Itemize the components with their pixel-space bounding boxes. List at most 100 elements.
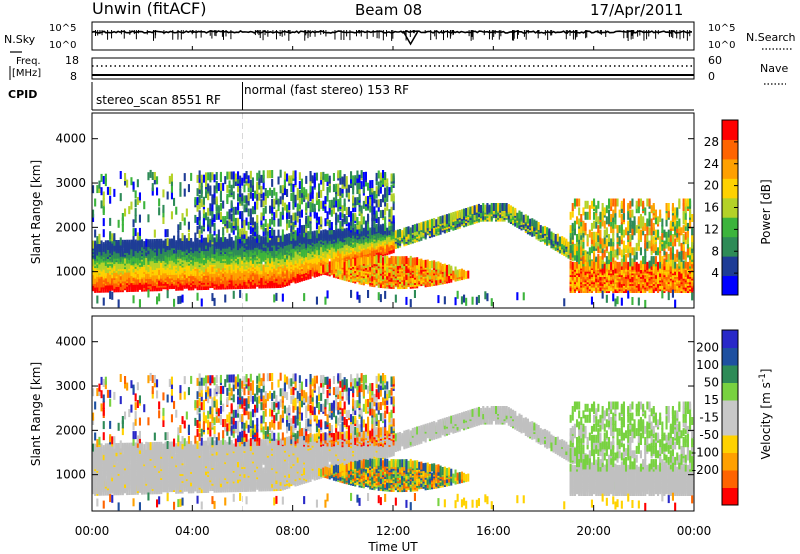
echo-cell [354, 204, 357, 212]
echo-cell [222, 182, 225, 191]
echo-cell [237, 224, 240, 233]
echo-cell [190, 238, 193, 246]
echo-cell [98, 180, 101, 189]
echo-cell [364, 202, 367, 211]
echo-cell [305, 224, 308, 233]
echo-cell [205, 187, 208, 196]
echo-cell [185, 208, 188, 217]
echo-cell [379, 255, 382, 264]
echo-cell [128, 206, 131, 215]
echo-cell [264, 269, 267, 278]
echo-cell [230, 184, 233, 193]
echo-cell [258, 177, 261, 186]
echo-cell [207, 207, 210, 216]
echo-cell [162, 258, 165, 267]
echo-cell [177, 224, 180, 233]
echo-cell [322, 171, 325, 180]
echo-cell [399, 256, 402, 265]
echo-cell [147, 289, 150, 298]
echo-cell [377, 225, 380, 233]
echo-cell [230, 171, 233, 180]
echo-cell [286, 267, 289, 276]
nsearch-label: N.Search [746, 31, 796, 44]
echo-cell [205, 212, 208, 221]
echo-cell [294, 199, 297, 208]
echo-cell [463, 269, 466, 278]
echo-cell [356, 258, 359, 267]
echo-cell [200, 199, 203, 208]
echo-cell [239, 289, 242, 298]
echo-cell [277, 198, 280, 207]
echo-cell [275, 192, 278, 201]
echo-cell [100, 200, 103, 209]
echo-cell [315, 212, 318, 221]
echo-cell [384, 178, 387, 187]
echo-cell [315, 296, 318, 305]
echo-cell [269, 205, 272, 214]
echo-cell [151, 172, 154, 180]
echo-cell [516, 292, 519, 301]
echo-cell [175, 250, 178, 259]
echo-cell [207, 172, 210, 181]
echo-cell [558, 236, 561, 245]
echo-cell [371, 197, 374, 206]
freq-label-line2: [MHz] [12, 68, 41, 79]
echo-cell [377, 203, 380, 212]
echo-cell [196, 237, 199, 246]
echo-cell [277, 234, 280, 243]
echo-cell [401, 256, 404, 265]
echo-cell [394, 230, 397, 239]
echo-cell [294, 194, 297, 203]
echo-cell [298, 233, 301, 242]
echo-cell [179, 188, 182, 197]
echo-cell [296, 207, 299, 216]
echo-cell [443, 263, 446, 272]
echo-cell [296, 187, 299, 196]
echo-cell [192, 241, 195, 250]
echo-cell [480, 205, 483, 213]
echo-cell [198, 194, 201, 203]
echo-cell [230, 200, 233, 209]
echo-cell [111, 291, 114, 300]
echo-cell [102, 249, 105, 258]
echo-cell [269, 218, 272, 227]
echo-cell [247, 208, 250, 217]
echo-cell [183, 235, 186, 244]
echo-cell [409, 299, 412, 308]
echo-cell [328, 220, 331, 228]
echo-cell [428, 261, 431, 269]
echo-cell [311, 268, 314, 277]
echo-cell [362, 178, 365, 187]
echo-cell [292, 188, 295, 197]
echo-cell [318, 265, 321, 274]
echo-cell [335, 229, 338, 238]
echo-cell [294, 248, 297, 257]
echo-cell [300, 232, 303, 241]
echo-cell [300, 196, 303, 205]
echo-cell [141, 239, 144, 248]
echo-cell [102, 176, 105, 184]
echo-cell [386, 178, 389, 187]
echo-cell [294, 230, 297, 239]
echo-cell [561, 236, 564, 245]
echo-cell [571, 209, 574, 218]
echo-cell [170, 211, 173, 220]
echo-cell [318, 183, 321, 192]
echo-cell [226, 184, 229, 193]
echo-cell [281, 211, 284, 220]
echo-cell [373, 195, 376, 204]
echo-cell [264, 205, 267, 214]
echo-cell [128, 284, 131, 292]
echo-cell [486, 203, 489, 211]
echo-cell [226, 277, 229, 286]
nsky-tick-bottom: 10^0 [49, 40, 76, 51]
echo-cell [377, 199, 380, 208]
echo-cell [124, 208, 127, 217]
echo-cell [232, 191, 235, 200]
echo-cell [215, 260, 218, 269]
echo-cell [228, 189, 231, 198]
echo-cell [247, 175, 250, 184]
echo-cell [283, 187, 286, 196]
echo-cell [262, 192, 265, 201]
echo-cell [375, 172, 378, 181]
